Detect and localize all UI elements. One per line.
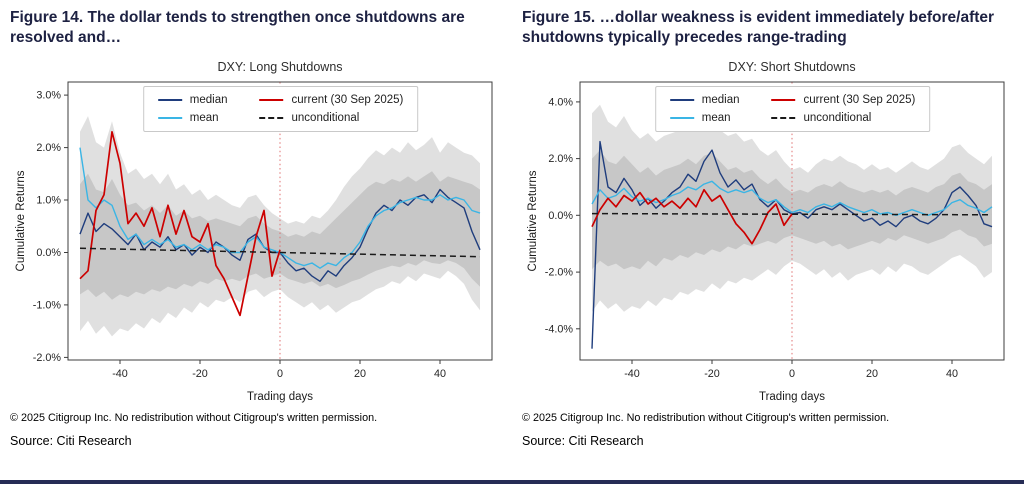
legend-label: current (30 Sep 2025) <box>291 94 404 106</box>
y-tick-label: -1.0% <box>33 300 62 312</box>
x-tick-label: -40 <box>112 368 128 380</box>
legend-line-sample <box>771 99 796 101</box>
source-text: Source: Citi Research <box>522 434 644 448</box>
legend-line-sample <box>259 117 284 119</box>
y-tick-label: 0.0% <box>548 210 573 222</box>
legend-entry-median: median <box>669 94 740 106</box>
legend-entry-unconditional: unconditional <box>771 112 916 124</box>
chart-long-shutdowns: DXY: Long Shutdowns 3.0% 2.0% 1.0% 0.0% -1.0%… <box>10 56 502 406</box>
x-tick-label: -20 <box>704 368 720 380</box>
legend-entry-median: median <box>157 94 228 106</box>
legend-entry-current: current (30 Sep 2025) <box>771 94 916 106</box>
chart-legend: median current (30 Sep 2025) mean unconditi… <box>654 86 931 132</box>
series-line <box>79 247 481 258</box>
x-tick-label: 40 <box>946 368 958 380</box>
legend-label: mean <box>701 112 731 124</box>
y-tick-label: 2.0% <box>36 142 61 154</box>
chart-title: DXY: Short Shutdowns <box>728 60 855 74</box>
y-tick-label: 1.0% <box>36 195 61 207</box>
series-line <box>79 130 281 317</box>
legend-entry-unconditional: unconditional <box>259 112 404 124</box>
y-axis-label: Cumulative Returns <box>15 170 27 271</box>
x-tick-label: -40 <box>624 368 640 380</box>
x-tick-label: -20 <box>192 368 208 380</box>
chart-title: DXY: Long Shutdowns <box>217 60 342 74</box>
chart-legend: median current (30 Sep 2025) mean unconditi… <box>142 86 419 132</box>
figure-columns: Figure 14. The dollar tends to strengthe… <box>0 0 1024 448</box>
figure-14-panel: Figure 14. The dollar tends to strengthe… <box>0 0 512 448</box>
x-tick-label: 0 <box>277 368 283 380</box>
legend-line-sample <box>157 99 182 101</box>
y-tick-label: 0.0% <box>36 247 61 259</box>
x-tick-label: 20 <box>354 368 366 380</box>
y-tick-label: 2.0% <box>548 153 573 165</box>
y-tick-label: 3.0% <box>36 90 61 102</box>
legend-label: median <box>189 94 228 106</box>
series-line <box>591 188 793 245</box>
x-tick-label: 0 <box>789 368 795 380</box>
legend-label: current (30 Sep 2025) <box>803 94 916 106</box>
figure-15-panel: Figure 15. …dollar weakness is evident i… <box>512 0 1024 448</box>
legend-entry-mean: mean <box>669 112 740 124</box>
legend-line-sample <box>259 99 284 101</box>
x-axis-label: Trading days <box>247 391 313 403</box>
y-tick-label: -2.0% <box>33 352 62 364</box>
y-tick-label: -4.0% <box>545 323 574 335</box>
legend-line-sample <box>771 117 796 119</box>
series-line <box>591 212 993 216</box>
x-tick-label: 20 <box>866 368 878 380</box>
band-inner <box>80 171 480 300</box>
copyright-text: © 2025 Citigroup Inc. No redistribution … <box>522 412 890 424</box>
chart-short-shutdowns: DXY: Short Shutdowns 4.0% 2.0% 0.0% -2.0% -4.… <box>522 56 1014 406</box>
figure-14-heading: Figure 14. The dollar tends to strengthe… <box>10 9 465 47</box>
x-axis-label: Trading days <box>759 391 825 403</box>
copyright-text: © 2025 Citigroup Inc. No redistribution … <box>10 412 378 424</box>
legend-label: mean <box>189 112 219 124</box>
legend-entry-mean: mean <box>157 112 228 124</box>
legend-line-sample <box>669 117 694 119</box>
bottom-accent-bar <box>0 480 1024 484</box>
y-tick-label: 4.0% <box>548 97 573 109</box>
y-axis-label: Cumulative Returns <box>527 170 539 271</box>
legend-label: unconditional <box>803 112 872 124</box>
legend-label: median <box>701 94 740 106</box>
legend-label: unconditional <box>291 112 360 124</box>
y-tick-label: -2.0% <box>545 267 574 279</box>
source-text: Source: Citi Research <box>10 434 132 448</box>
legend-line-sample <box>669 99 694 101</box>
band-inner <box>592 150 992 270</box>
x-tick-label: 40 <box>434 368 446 380</box>
figure-15-heading: Figure 15. …dollar weakness is evident i… <box>522 9 995 47</box>
legend-entry-current: current (30 Sep 2025) <box>259 94 404 106</box>
legend-line-sample <box>157 117 182 119</box>
